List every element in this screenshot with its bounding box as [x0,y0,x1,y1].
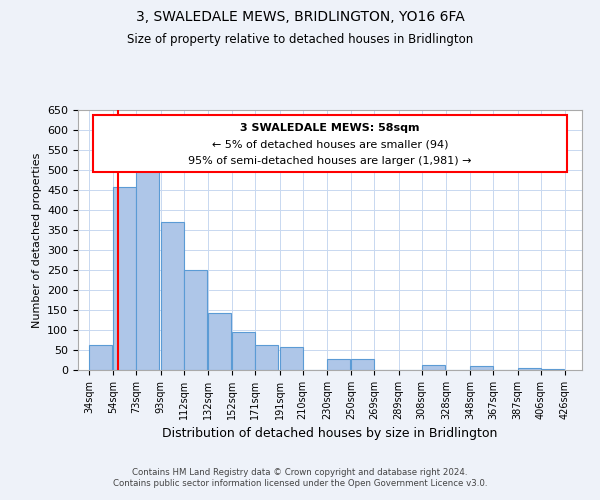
Text: 3, SWALEDALE MEWS, BRIDLINGTON, YO16 6FA: 3, SWALEDALE MEWS, BRIDLINGTON, YO16 6FA [136,10,464,24]
Bar [280,347,302,370]
FancyBboxPatch shape [93,115,567,172]
Text: Size of property relative to detached houses in Bridlington: Size of property relative to detached ho… [127,32,473,46]
Text: 3 SWALEDALE MEWS: 58sqm: 3 SWALEDALE MEWS: 58sqm [240,123,420,133]
Bar [422,365,445,370]
Text: ← 5% of detached houses are smaller (94): ← 5% of detached houses are smaller (94) [212,140,448,150]
Bar [136,162,160,370]
Text: 95% of semi-detached houses are larger (1,981) →: 95% of semi-detached houses are larger (… [188,156,472,166]
Text: Contains HM Land Registry data © Crown copyright and database right 2024.
Contai: Contains HM Land Registry data © Crown c… [113,468,487,487]
Bar [232,332,256,370]
Bar [113,187,136,370]
Bar [327,359,350,370]
Bar [256,345,278,370]
Bar [518,368,541,370]
Bar [161,222,184,370]
Bar [208,313,231,370]
Bar [184,270,207,370]
X-axis label: Distribution of detached houses by size in Bridlington: Distribution of detached houses by size … [163,428,497,440]
Y-axis label: Number of detached properties: Number of detached properties [32,152,41,328]
Bar [89,345,112,370]
Bar [351,359,374,370]
Bar [470,366,493,370]
Bar [541,369,564,370]
